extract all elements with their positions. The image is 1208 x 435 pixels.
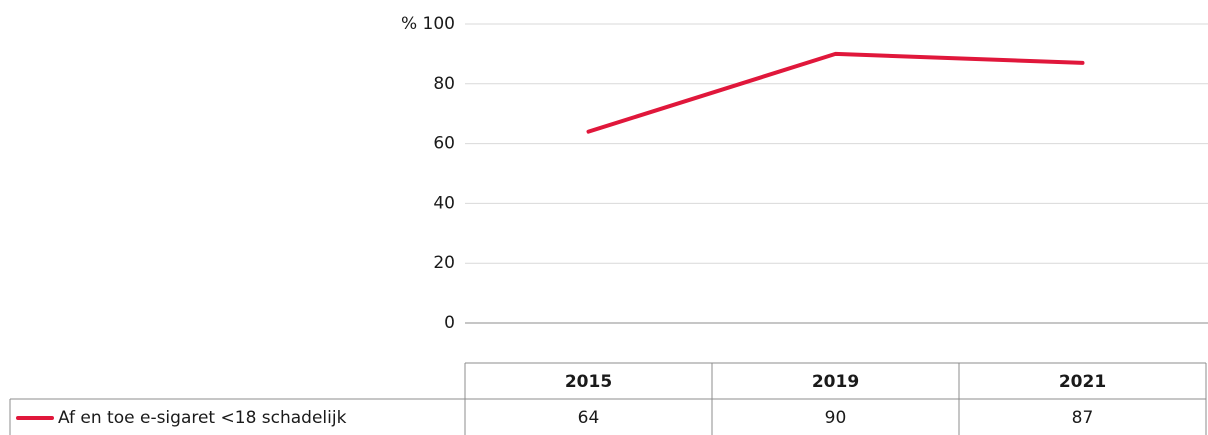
table-value: 90: [825, 408, 847, 428]
legend-label: Af en toe e-sigaret <18 schadelijk: [58, 408, 347, 428]
y-tick-label: % 100: [401, 14, 455, 34]
x-tick-label: 2021: [1059, 372, 1106, 392]
x-tick-label: 2019: [812, 372, 859, 392]
y-tick-label: 40: [433, 193, 455, 213]
table-value: 64: [578, 408, 600, 428]
y-tick-label: 0: [444, 313, 455, 333]
line: [586, 51, 1085, 134]
y-tick-label: 20: [433, 253, 455, 273]
table-value: 87: [1072, 408, 1094, 428]
y-tick-label: 80: [433, 74, 455, 94]
y-tick-label: 60: [433, 134, 455, 154]
x-tick-label: 2015: [565, 372, 612, 392]
